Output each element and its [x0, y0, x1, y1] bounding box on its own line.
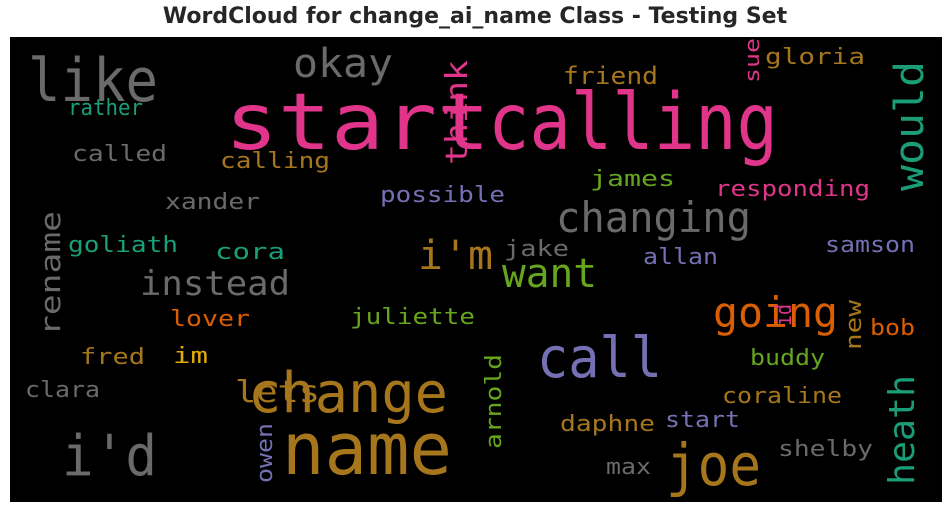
word-would: would: [887, 61, 933, 191]
word-rename: rename: [34, 211, 67, 336]
word-cora: cora: [215, 240, 285, 265]
word-i-m: i'm: [418, 233, 493, 279]
word-want: want: [502, 251, 597, 297]
word-gloria: gloria: [765, 45, 865, 70]
word-samson: samson: [825, 233, 915, 258]
word-responding: responding: [715, 177, 870, 202]
word-xander: xander: [165, 190, 260, 215]
word-lover: lover: [170, 307, 250, 332]
word-call: call: [537, 326, 662, 391]
word-name: name: [282, 407, 452, 491]
word-heath: heath: [882, 375, 923, 485]
word-coraline: coraline: [722, 384, 842, 409]
wordcloud-svg: startcallingchangenamecalljoelikei'dchan…: [25, 38, 933, 499]
word-joe: joe: [666, 431, 761, 499]
word-new: new: [842, 299, 867, 350]
word-going: going: [713, 288, 838, 337]
word-clara: clara: [25, 378, 100, 403]
word-goliath: goliath: [68, 233, 178, 258]
word-owen: owen: [253, 423, 278, 483]
word-start: start: [225, 78, 490, 168]
word-lets: lets: [235, 375, 320, 410]
word-juliette: juliette: [350, 305, 475, 330]
word-im: im: [173, 344, 208, 369]
word-like: like: [28, 46, 158, 116]
word-changing: changing: [556, 193, 751, 242]
wordcloud-canvas: start calling change name call joe like i'd chan…: [10, 37, 942, 502]
word-buddy: buddy: [750, 346, 825, 371]
word-okay: okay: [293, 41, 393, 87]
word-max: max: [606, 455, 651, 480]
word-sue: sue: [740, 38, 764, 83]
word-daphne: daphne: [560, 412, 655, 437]
word-called: called: [72, 142, 167, 167]
word-shelby: shelby: [778, 437, 873, 462]
word-calling: calling: [488, 78, 778, 168]
word-jake: jake: [504, 237, 569, 262]
word-allan: allan: [643, 245, 718, 270]
word-i-d: i'd: [62, 424, 157, 489]
word-friend: friend: [563, 62, 658, 90]
word-calling: calling: [220, 149, 330, 174]
word-bob: bob: [870, 316, 915, 341]
chart-title: WordCloud for change_ai_name Class - Tes…: [162, 4, 788, 29]
word-change: change: [248, 361, 448, 426]
word-instead: instead: [140, 264, 290, 304]
word-james: james: [590, 167, 675, 192]
word-id: id: [772, 304, 797, 326]
word-fred: fred: [80, 345, 145, 370]
word-arnold: arnold: [482, 354, 507, 449]
word-think: think: [440, 60, 475, 165]
word-start: start: [665, 408, 740, 433]
word-possible: possible: [380, 183, 505, 208]
word-rather: rather: [68, 96, 143, 121]
